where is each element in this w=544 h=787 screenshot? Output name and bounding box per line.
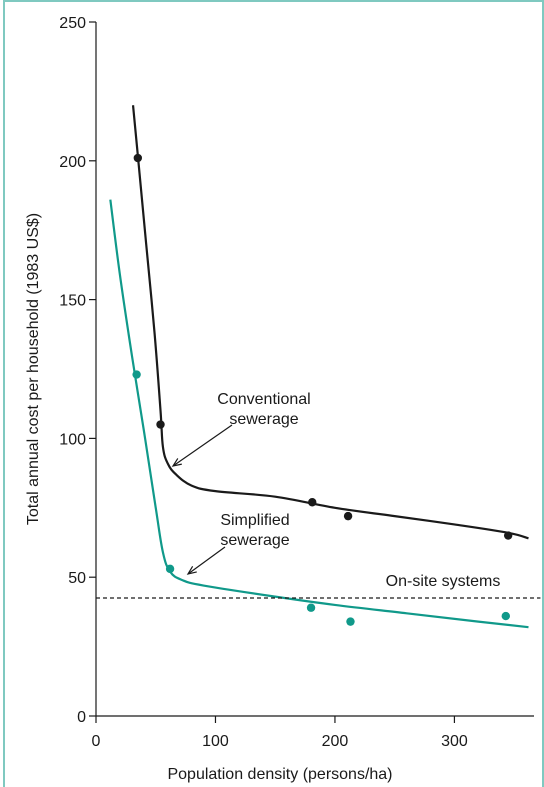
series-conventional-curve — [131, 105, 529, 540]
series-simplified-point — [165, 564, 175, 574]
annotation-layer: Conventional sewerage Simplified sewerage On… — [171, 391, 501, 590]
annotation-conventional-arrowhead — [171, 458, 182, 467]
y-axis-title: Total annual cost per household (1983 US… — [25, 213, 42, 525]
series-layer — [96, 105, 541, 629]
series-conventional-point — [156, 420, 165, 429]
frame-border-right — [542, 0, 544, 787]
y-tick-label: 200 — [59, 154, 86, 171]
series-conventional-point — [308, 498, 317, 507]
annotation-conventional-leader — [172, 424, 233, 467]
x-tick-label: 200 — [322, 733, 349, 750]
annotation-conventional-label: sewerage — [229, 411, 298, 428]
series-simplified-point — [306, 603, 316, 612]
annotation-onsite-label: On-site systems — [386, 573, 501, 590]
series-simplified-point — [346, 617, 355, 626]
series-simplified-curve — [109, 199, 529, 629]
series-conventional-point — [503, 531, 513, 540]
y-tick-label: 250 — [59, 15, 86, 32]
annotation-simplified-arrowhead — [186, 565, 197, 575]
annotation-simplified-label: Simplified — [220, 512, 289, 529]
y-tick-label: 100 — [59, 431, 86, 448]
y-tick-label: 50 — [68, 570, 86, 587]
x-tick-label: 300 — [441, 733, 468, 750]
y-tick-label: 0 — [77, 709, 86, 726]
series-conventional-point — [133, 153, 143, 163]
y-tick-label: 150 — [59, 293, 86, 310]
annotation-simplified-label: sewerage — [220, 532, 289, 549]
axes: 0 50 100 150 200 250 0 100 200 300 — [59, 15, 534, 750]
x-tick-label: 100 — [202, 733, 229, 750]
annotation-conventional-label: Conventional — [217, 391, 310, 408]
x-axis-title: Population density (persons/ha) — [167, 766, 392, 783]
frame-border-top — [3, 0, 544, 2]
series-simplified-point — [501, 611, 510, 621]
x-tick-label: 0 — [92, 733, 101, 750]
frame-border-left — [3, 0, 5, 787]
series-conventional-point — [343, 511, 353, 521]
series-simplified-point — [132, 370, 141, 379]
annotation-simplified-leader — [187, 546, 226, 575]
